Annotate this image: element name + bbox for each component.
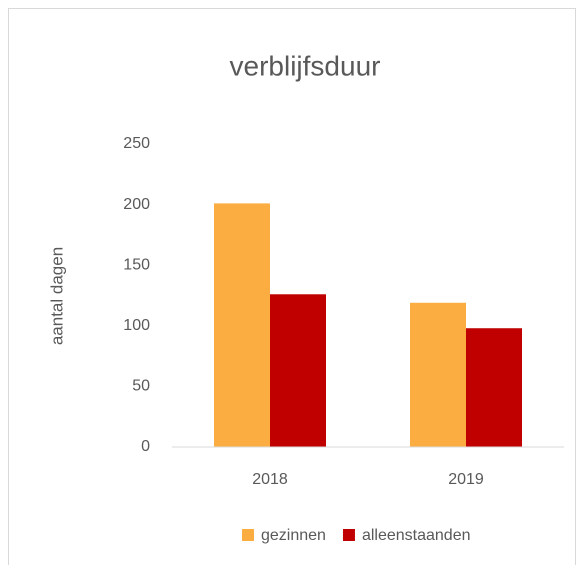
x-tick-label: 2018 [252, 471, 288, 488]
chart-border [8, 8, 576, 565]
bar [214, 203, 270, 447]
y-tick-label: 100 [123, 317, 150, 334]
bar [466, 328, 522, 447]
legend-label: gezinnen [261, 527, 326, 544]
legend-swatch [242, 529, 254, 541]
y-tick-label: 0 [141, 438, 150, 455]
legend-label: alleenstaanden [362, 527, 471, 544]
x-tick-label: 2019 [448, 471, 484, 488]
y-tick-label: 250 [123, 135, 150, 152]
y-tick-label: 200 [123, 196, 150, 213]
y-tick-label: 50 [132, 378, 150, 395]
bar [270, 294, 326, 447]
chart-title: verblijfsduur [230, 50, 381, 81]
y-axis-label: aantal dagen [47, 247, 66, 345]
y-tick-label: 150 [123, 256, 150, 273]
legend-swatch [342, 529, 355, 541]
bar [410, 302, 466, 447]
